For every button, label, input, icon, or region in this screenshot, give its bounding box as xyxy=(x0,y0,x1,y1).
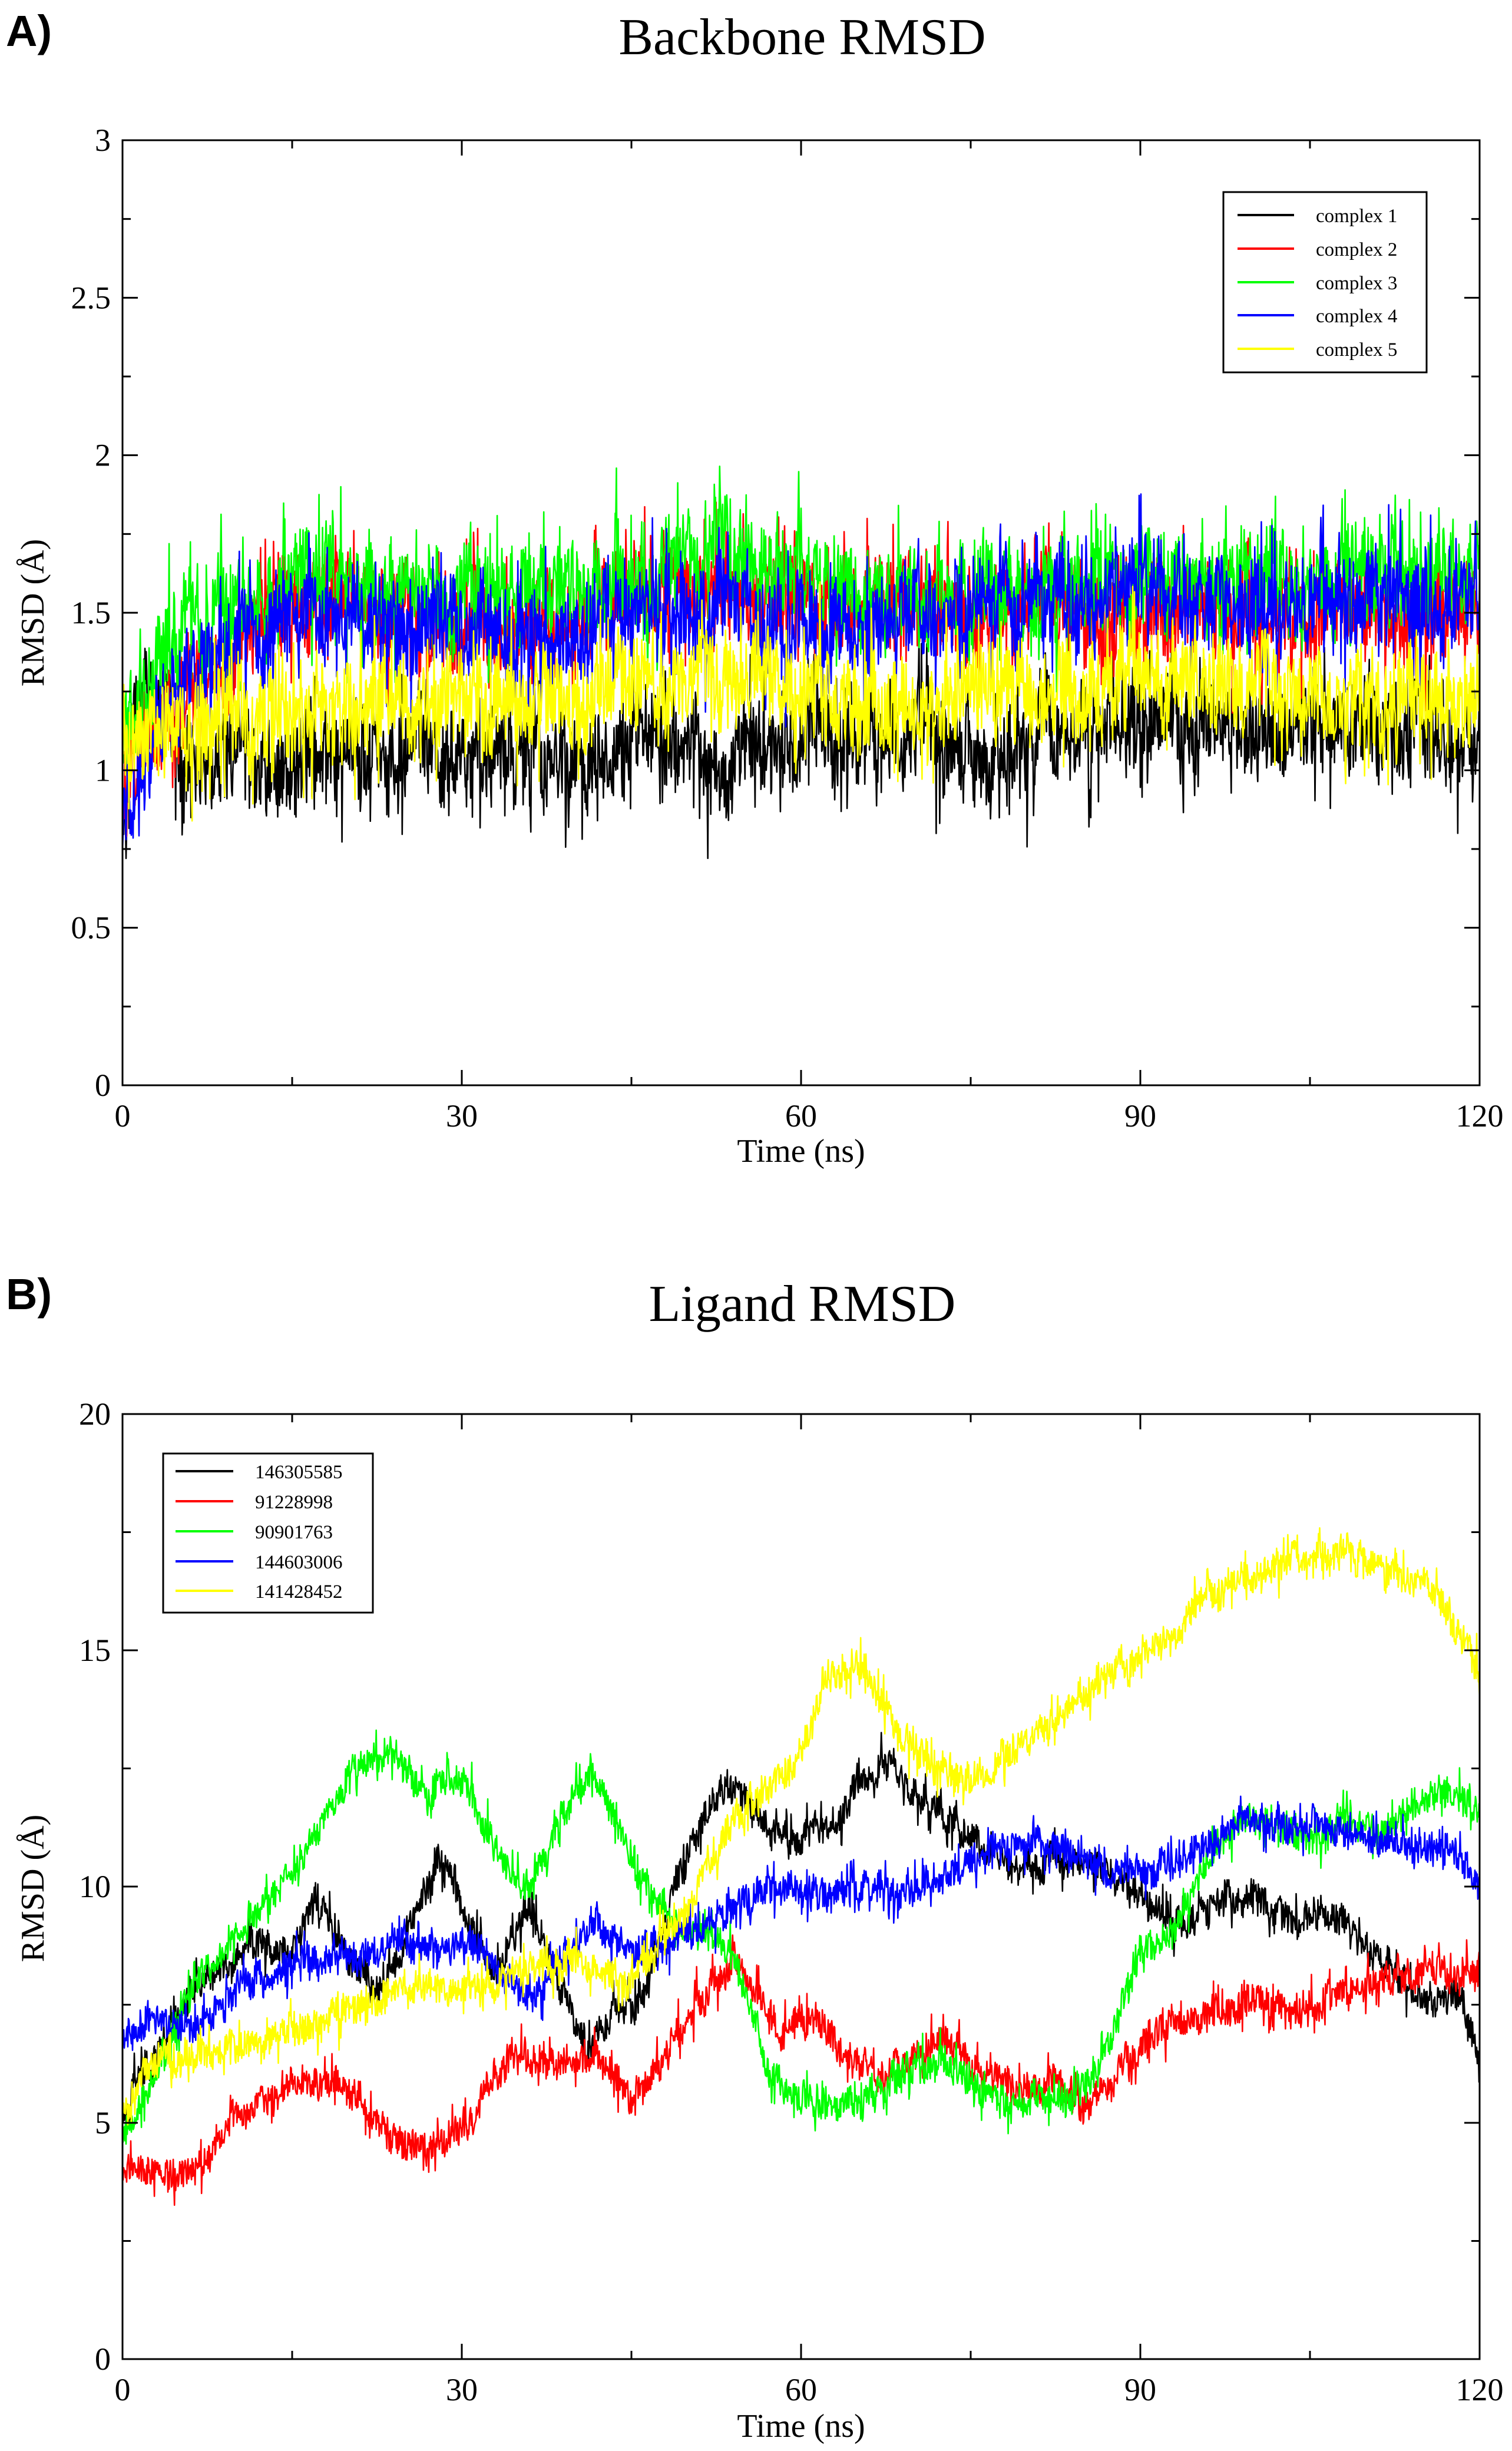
legend-entry-label: 141428452 xyxy=(255,1581,343,1603)
panel-a-label: A) xyxy=(6,6,52,55)
legend-entry-label: 144603006 xyxy=(255,1552,343,1573)
panel-a-plot-frame xyxy=(121,139,1481,1086)
panel-b-x-tick-label: 30 xyxy=(446,2372,478,2407)
panel-b-legend: 146305585 91228998 90901763 144603006 14… xyxy=(162,1452,374,1614)
panel-a-x-tick-label: 60 xyxy=(785,1098,817,1134)
series-line-146305585 xyxy=(123,1732,1480,2125)
panel-b-y-tick-label: 5 xyxy=(95,2105,111,2141)
panel-b: B) Ligand RMSD 0 5 10 15 20 0 30 60 90 1… xyxy=(6,1270,1504,2445)
panel-b-x-tick-label: 120 xyxy=(1456,2372,1504,2407)
panel-b-label: B) xyxy=(6,1270,52,1319)
panel-a-title: Backbone RMSD xyxy=(618,9,985,66)
panel-b-x-tick-label: 90 xyxy=(1124,2372,1156,2407)
panel-a-y-tick-label: 2 xyxy=(95,438,111,473)
panel-a-y-tick-label: 0 xyxy=(95,1068,111,1103)
panel-a-x-tick-label: 30 xyxy=(446,1098,478,1134)
panel-b-x-tick-label: 60 xyxy=(785,2372,817,2407)
panel-a-y-tick-label: 3 xyxy=(95,123,111,158)
panel-a-y-tick-label: 2.5 xyxy=(71,280,111,315)
panel-b-y-tick-label: 15 xyxy=(79,1633,111,1668)
series-line-141428452 xyxy=(123,1527,1480,2126)
panel-b-y-axis-label: RMSD (Å) xyxy=(15,1815,51,1962)
series-line-144603006 xyxy=(123,1795,1480,2052)
panel-a-legend: complex 1 complex 2 complex 3 complex 4 … xyxy=(1222,191,1428,374)
legend-entry-label: complex 5 xyxy=(1316,339,1397,361)
panel-a: A) Backbone RMSD 0 0.5 1 1.5 2 2.5 3 0 3… xyxy=(6,6,1504,1170)
legend-entry-label: complex 1 xyxy=(1316,206,1397,227)
panel-b-series-group xyxy=(123,1527,1480,2206)
series-line-91228998 xyxy=(123,1934,1480,2206)
panel-b-title: Ligand RMSD xyxy=(649,1276,956,1333)
panel-a-y-axis-label: RMSD (Å) xyxy=(15,539,51,686)
panel-b-y-tick-label: 20 xyxy=(79,1396,111,1432)
panel-a-y-tick-label: 1.5 xyxy=(71,595,111,630)
panel-b-plot-frame xyxy=(121,1413,1481,2360)
panel-b-y-tick-label: 10 xyxy=(79,1869,111,1904)
panel-a-series-group xyxy=(123,465,1480,860)
panel-a-x-tick-label: 120 xyxy=(1456,1098,1504,1134)
legend-entry-label: complex 4 xyxy=(1316,306,1397,327)
panel-a-y-tick-label: 1 xyxy=(95,752,111,788)
panel-b-y-tick-label: 0 xyxy=(95,2341,111,2377)
series-line-complex-4 xyxy=(123,493,1480,850)
panel-a-y-tick-label: 0.5 xyxy=(71,910,111,946)
panel-b-legend-box xyxy=(162,1452,374,1614)
panel-b-x-tick-label: 0 xyxy=(115,2372,131,2407)
series-line-complex-5 xyxy=(123,581,1480,822)
legend-entry-label: complex 3 xyxy=(1316,273,1397,294)
legend-entry-label: complex 2 xyxy=(1316,239,1397,260)
panel-a-x-tick-label: 0 xyxy=(115,1098,131,1134)
panel-b-x-axis-label: Time (ns) xyxy=(737,2408,865,2445)
legend-entry-label: 146305585 xyxy=(255,1462,343,1483)
legend-entry-label: 91228998 xyxy=(255,1492,333,1513)
panel-a-x-tick-label: 90 xyxy=(1124,1098,1156,1134)
panel-a-x-axis-label: Time (ns) xyxy=(737,1133,865,1170)
series-line-90901763 xyxy=(123,1729,1480,2145)
legend-entry-label: 90901763 xyxy=(255,1522,333,1543)
